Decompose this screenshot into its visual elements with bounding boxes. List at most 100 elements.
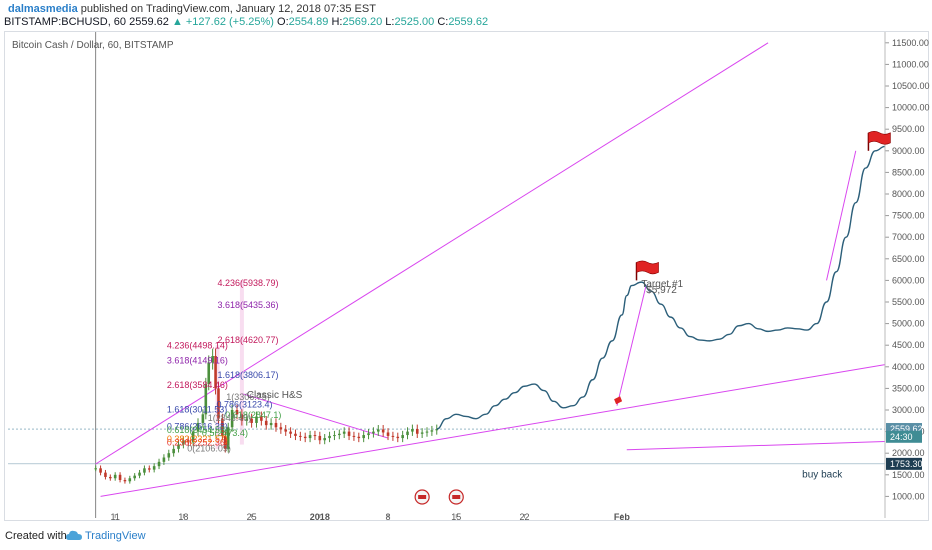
candle-body	[294, 433, 297, 436]
candle-body	[162, 457, 166, 462]
fib-level-label: 0(2106.09)	[187, 444, 231, 454]
candle-body	[367, 433, 370, 436]
y-tick-label: 11000.00	[892, 59, 929, 69]
candle-body	[425, 431, 429, 433]
candle-body	[128, 478, 132, 482]
fib-level-label: 0.5(2473.4)	[202, 428, 248, 438]
candle-body	[308, 435, 312, 439]
target1-flag-icon	[636, 260, 659, 275]
candle-body	[118, 474, 122, 480]
candle-series	[94, 348, 439, 484]
candle-body	[250, 418, 253, 423]
fib-level-label: 1.618(3806.17)	[218, 370, 279, 380]
chart-grid	[8, 32, 885, 518]
target2-arrow-line	[826, 150, 857, 281]
projection-line	[436, 145, 886, 430]
fib-band-right	[239, 280, 244, 445]
fib-labels: 4.236(5938.79) 3.618(5435.36) 2.618(4620.7…	[167, 278, 282, 454]
fib-level-label: 4.236(5938.79)	[218, 278, 279, 288]
y-tick-label: 7000.00	[892, 232, 925, 242]
candle-body	[420, 432, 424, 434]
price-badge	[886, 457, 922, 470]
candle-body	[357, 436, 361, 439]
y-tick-label: 10000.00	[892, 103, 930, 113]
candle-body	[430, 430, 434, 432]
x-tick-label: 25	[247, 512, 257, 522]
candle-body	[224, 435, 227, 449]
price-axis: 11500.00 11000.00 10500.00 10000.00 9500.00 9…	[884, 32, 930, 518]
y-tick-label: 4000.00	[892, 362, 925, 372]
y-tick-label: 1500.00	[892, 470, 925, 480]
high-label: H:	[331, 16, 343, 28]
candle-body	[352, 435, 356, 437]
candle-body	[133, 475, 136, 479]
high-value: 2569.20	[342, 16, 383, 28]
marker-icon	[614, 396, 623, 405]
tradingview-cloud-icon[interactable]	[66, 530, 82, 541]
low-label: L:	[385, 16, 395, 28]
price-badge-label: 2559.62	[890, 424, 923, 434]
candle-body	[289, 431, 292, 434]
candle-body	[204, 384, 208, 415]
y-tick-label: 4500.00	[892, 340, 925, 350]
price-change: ▲ +127.62 (+5.25%)	[171, 16, 274, 28]
candle-body	[138, 472, 141, 476]
candle-body	[147, 468, 151, 470]
symbol-line: BITSTAMP:BCHUSD, 60 2559.62 ▲ +127.62 (+…	[4, 16, 488, 28]
x-tick-label: Feb	[614, 512, 631, 522]
candle-body	[376, 429, 380, 432]
open-value: 2554.89	[288, 16, 329, 28]
candle-body	[260, 416, 263, 421]
fib-level-label: 2.618(3584.46)	[167, 380, 228, 390]
fib-level-label: 3.618(5435.36)	[218, 300, 279, 310]
low-value: 2525.00	[394, 16, 435, 28]
y-tick-label: 5000.00	[892, 319, 925, 329]
candle-body	[230, 410, 234, 428]
fib-level-label: 4.236(4498.14)	[167, 340, 228, 350]
y-tick-label: 3000.00	[892, 405, 925, 415]
y-tick-label: 11500.00	[892, 38, 929, 48]
author-link[interactable]: dalmasmedia	[8, 3, 78, 15]
fib-level-label: 0.236(2252.36)	[167, 437, 228, 447]
candle-body	[211, 356, 214, 363]
fib-level-label: 1.618(3011.53)	[167, 405, 227, 415]
buyback-line	[626, 441, 886, 451]
candle-body	[396, 436, 400, 439]
candle-body	[235, 410, 239, 415]
y-tick-label: 8500.00	[892, 167, 925, 177]
candle-body	[338, 433, 341, 436]
candle-body	[99, 468, 102, 473]
chart-frame[interactable]	[4, 31, 929, 521]
candle-body	[191, 431, 195, 443]
candle-body	[207, 362, 211, 385]
candle-body	[415, 429, 419, 434]
target2-flag-icon	[868, 131, 891, 145]
candle-body	[372, 431, 375, 434]
x-tick-label: 8	[386, 512, 391, 522]
tradingview-brand-link[interactable]: TradingView	[85, 530, 146, 542]
published-text: published on TradingView.com, January 12…	[80, 3, 376, 15]
candle-body	[342, 431, 346, 434]
y-tick-label: 9500.00	[892, 124, 925, 134]
y-tick-label: 6000.00	[892, 275, 925, 285]
y-tick-label: 6500.00	[892, 254, 925, 264]
fib-level-label: 0.786(2616.38)	[167, 421, 228, 431]
candle-body	[269, 422, 273, 426]
candle-body	[186, 440, 190, 443]
candle-body	[303, 436, 307, 439]
candle-body	[182, 440, 185, 445]
candle-body	[279, 427, 283, 430]
price-badge-label: 24:30	[890, 432, 913, 442]
candle-body	[177, 444, 180, 449]
candle-body	[313, 435, 317, 437]
candle-body	[172, 448, 175, 454]
fib-level-label: 3.618(4149.16)	[167, 355, 228, 365]
fib-level-label: 0.382(2321.57)	[167, 434, 228, 444]
fib-level-label: 0.618(2454.53)	[167, 425, 228, 435]
target1-arrow-line	[616, 284, 647, 406]
hs-neckline-upper	[241, 393, 389, 439]
candle-body	[318, 435, 322, 441]
candle-body	[274, 422, 278, 428]
x-tick-label: 11	[111, 512, 120, 522]
